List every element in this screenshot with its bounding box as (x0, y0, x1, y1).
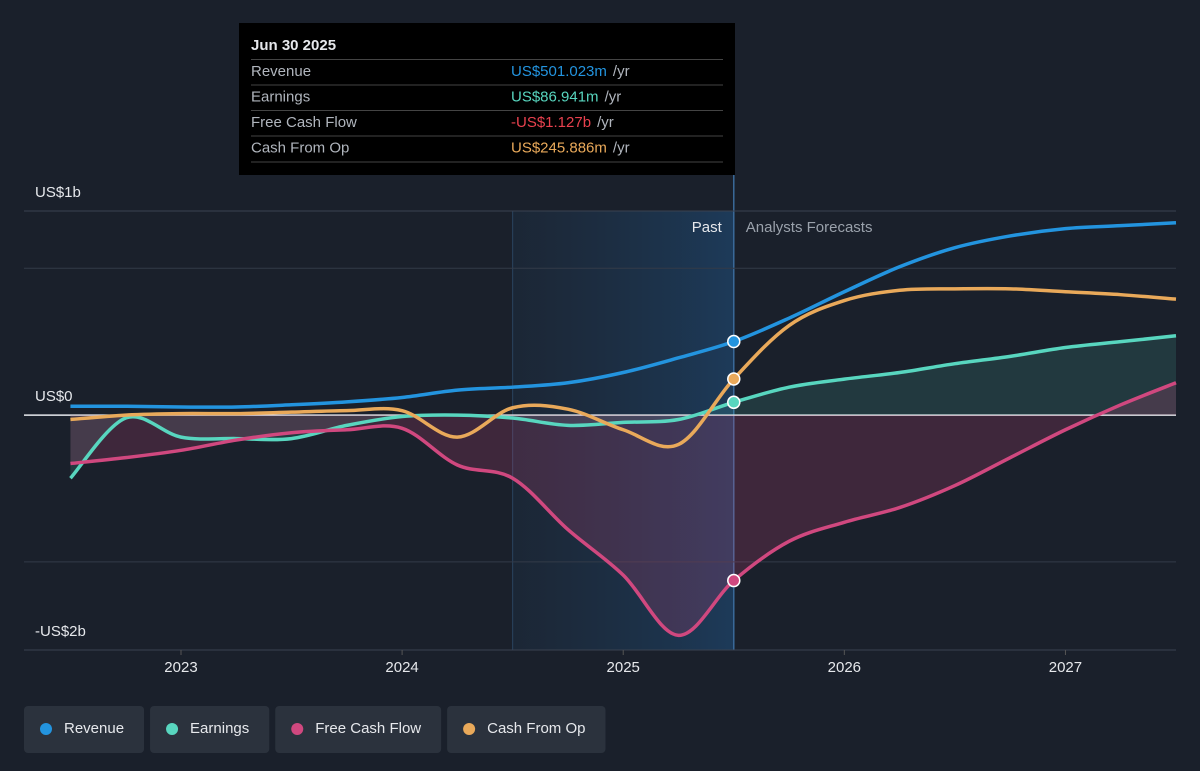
highlight-point (727, 372, 741, 386)
series-area (70, 382, 1176, 636)
tooltip-date: Jun 30 2025 (251, 37, 336, 54)
x-tick-label: 2027 (1049, 659, 1082, 676)
legend-button[interactable] (447, 706, 606, 753)
tooltip-label: Revenue (251, 63, 311, 80)
past-label: Past (692, 219, 723, 236)
legend-button[interactable] (24, 706, 145, 753)
y-tick-label: US$1b (35, 184, 81, 201)
legend-item[interactable]: Free Cash Flow (275, 706, 442, 753)
legend-swatch (291, 723, 304, 735)
legend-swatch (463, 723, 476, 735)
tooltip-value: US$501.023m (511, 63, 607, 80)
legend-item[interactable]: Cash From Op (447, 706, 606, 753)
legend-swatch (40, 723, 52, 735)
legend-item[interactable]: Revenue (24, 706, 145, 753)
y-tick-label: US$0 (35, 388, 73, 405)
tooltip-value: US$86.941m (511, 88, 599, 105)
legend-label: Free Cash Flow (315, 720, 421, 737)
tooltip-label: Earnings (251, 88, 310, 105)
legend-button[interactable] (150, 706, 270, 753)
highlight-point (727, 573, 741, 588)
tooltip-value: -US$1.127b (511, 114, 591, 131)
tooltip-unit: /yr (605, 88, 622, 105)
tooltip-unit: /yr (613, 63, 630, 80)
legend-label: Revenue (64, 720, 124, 737)
series-line (70, 286, 1177, 449)
x-tick-label: 2023 (164, 659, 197, 676)
x-tick-label: 2025 (607, 659, 640, 676)
legend-swatch (166, 723, 179, 735)
x-tick-label: 2024 (385, 659, 418, 676)
tooltip-label: Free Cash Flow (251, 114, 357, 131)
y-tick-label: -US$2b (35, 623, 86, 640)
x-tick-label: 2026 (828, 659, 861, 676)
legend-button[interactable] (275, 706, 442, 753)
legend-label: Cash From Op (487, 720, 585, 737)
tooltip-unit: /yr (613, 139, 630, 156)
series-area (70, 335, 1176, 479)
tooltip-box (239, 23, 735, 175)
highlight-point (727, 334, 741, 349)
series-line (70, 381, 1177, 638)
tooltip-label: Cash From Op (251, 139, 349, 156)
tooltip-unit: /yr (597, 114, 614, 131)
legend-label: Earnings (190, 720, 249, 737)
series-line (70, 220, 1177, 409)
highlight-point (727, 395, 741, 410)
tooltip-value: US$245.886m (511, 139, 607, 156)
legend-item[interactable]: Earnings (150, 706, 270, 753)
forecast-label: Analysts Forecasts (746, 219, 873, 236)
